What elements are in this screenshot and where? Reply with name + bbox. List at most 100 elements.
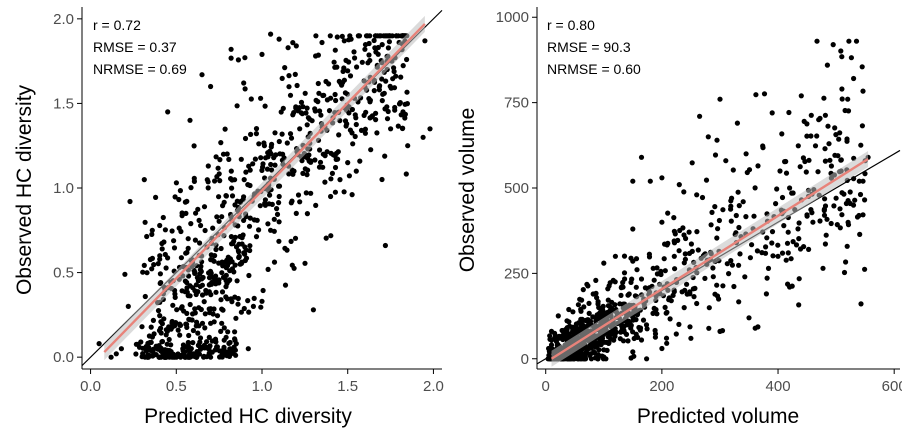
data-point bbox=[339, 33, 345, 40]
data-point bbox=[581, 304, 587, 310]
data-point bbox=[695, 247, 701, 253]
data-point bbox=[774, 186, 780, 192]
data-point bbox=[188, 221, 194, 227]
data-point bbox=[302, 166, 308, 172]
data-point bbox=[760, 145, 766, 151]
data-point bbox=[822, 196, 828, 202]
data-point bbox=[367, 99, 373, 105]
data-point bbox=[373, 33, 379, 39]
data-point bbox=[808, 112, 814, 118]
data-point bbox=[631, 353, 637, 359]
data-point bbox=[163, 327, 169, 333]
data-point bbox=[168, 349, 174, 355]
data-point bbox=[229, 193, 236, 199]
data-point bbox=[570, 309, 576, 315]
data-point bbox=[144, 270, 150, 276]
stat-rmse: RMSE = 90.3 bbox=[547, 39, 631, 55]
data-point bbox=[162, 227, 168, 233]
data-point bbox=[184, 279, 190, 286]
data-point bbox=[665, 240, 671, 246]
data-point bbox=[743, 151, 749, 157]
data-point bbox=[743, 214, 749, 220]
data-point bbox=[689, 248, 695, 254]
data-point bbox=[133, 351, 139, 357]
data-point bbox=[322, 153, 328, 159]
data-point bbox=[286, 171, 292, 177]
data-point bbox=[330, 152, 336, 158]
data-point bbox=[309, 118, 315, 124]
data-point bbox=[193, 282, 199, 288]
data-point bbox=[773, 201, 779, 207]
data-point bbox=[248, 96, 254, 102]
data-point bbox=[763, 244, 769, 250]
data-point bbox=[392, 107, 398, 113]
data-point bbox=[735, 189, 741, 195]
data-point bbox=[179, 288, 185, 294]
data-point bbox=[276, 183, 282, 189]
data-point bbox=[858, 142, 864, 148]
data-point bbox=[746, 167, 753, 173]
data-point bbox=[804, 133, 810, 139]
data-point bbox=[832, 125, 838, 131]
data-point bbox=[315, 99, 321, 105]
data-point bbox=[153, 194, 159, 200]
data-point bbox=[192, 237, 198, 243]
data-point bbox=[858, 301, 864, 307]
data-point bbox=[176, 225, 182, 231]
data-point bbox=[839, 212, 845, 218]
data-point bbox=[798, 93, 804, 99]
stat-r: r = 0.80 bbox=[547, 17, 595, 33]
data-point bbox=[317, 108, 323, 114]
x-tick-label: 2.0 bbox=[423, 378, 444, 395]
data-point bbox=[279, 131, 285, 137]
data-point bbox=[833, 195, 839, 201]
data-point bbox=[271, 228, 277, 234]
data-point bbox=[140, 269, 146, 275]
data-point bbox=[379, 98, 385, 104]
data-point bbox=[206, 334, 212, 340]
data-point bbox=[210, 225, 216, 231]
data-point bbox=[687, 291, 693, 297]
data-point bbox=[228, 168, 234, 174]
data-point bbox=[232, 347, 238, 353]
x-tick-label: 1.0 bbox=[252, 378, 273, 395]
data-point bbox=[633, 256, 640, 262]
data-point bbox=[404, 101, 410, 107]
data-point bbox=[146, 333, 152, 339]
data-point bbox=[342, 118, 349, 124]
data-point bbox=[176, 196, 182, 203]
data-point bbox=[694, 300, 700, 307]
data-point bbox=[388, 85, 394, 91]
data-point bbox=[247, 247, 253, 254]
data-point bbox=[291, 110, 297, 116]
data-point bbox=[684, 281, 690, 287]
data-point bbox=[427, 126, 433, 132]
data-point bbox=[749, 242, 755, 248]
data-point bbox=[212, 253, 218, 259]
data-point bbox=[208, 306, 214, 312]
data-point bbox=[246, 223, 253, 229]
data-point bbox=[213, 281, 219, 287]
data-point bbox=[315, 52, 321, 58]
data-point bbox=[671, 253, 677, 259]
data-point bbox=[268, 144, 274, 150]
data-point bbox=[664, 309, 670, 315]
data-point bbox=[297, 126, 303, 132]
data-point bbox=[643, 322, 650, 328]
data-point bbox=[638, 154, 645, 160]
data-point bbox=[221, 344, 227, 350]
data-point bbox=[761, 91, 768, 97]
regression-line bbox=[103, 23, 426, 353]
data-point bbox=[654, 311, 660, 317]
data-point bbox=[268, 151, 274, 157]
data-point bbox=[371, 37, 377, 44]
data-point bbox=[747, 255, 754, 261]
data-point bbox=[362, 126, 368, 132]
y-tick-label: 250 bbox=[504, 265, 529, 282]
data-point bbox=[211, 319, 217, 325]
data-point bbox=[219, 352, 225, 358]
data-point bbox=[736, 262, 742, 268]
data-point bbox=[822, 146, 828, 152]
data-point bbox=[315, 80, 321, 87]
